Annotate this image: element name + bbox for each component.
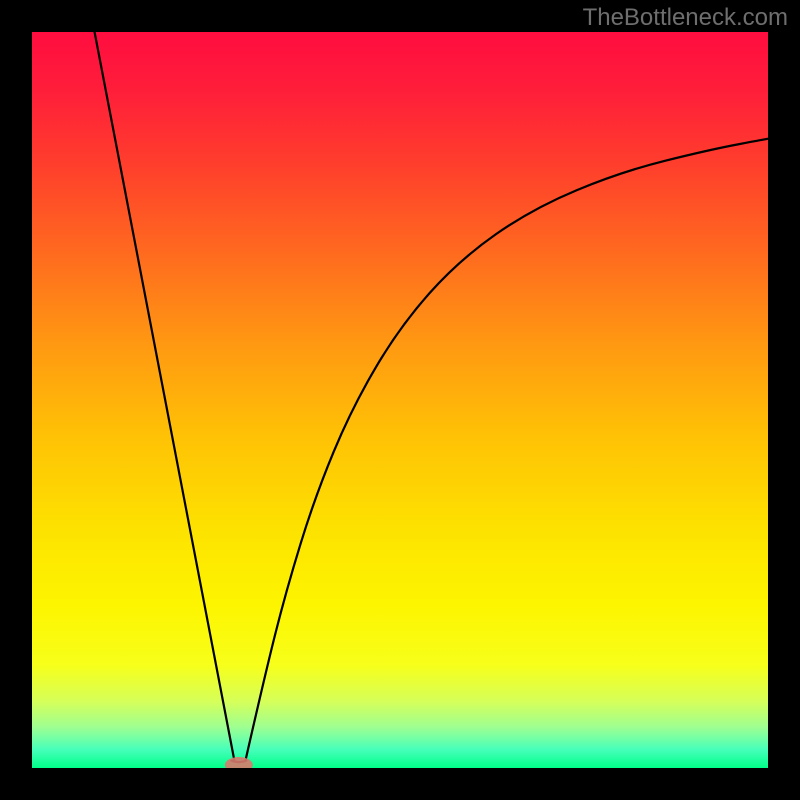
optimal-point-marker <box>225 757 253 773</box>
chart-container: { "watermark": "TheBottleneck.com", "cha… <box>0 0 800 800</box>
bottleneck-chart <box>0 0 800 800</box>
watermark-text: TheBottleneck.com <box>583 4 788 32</box>
plot-gradient-background <box>32 32 768 768</box>
